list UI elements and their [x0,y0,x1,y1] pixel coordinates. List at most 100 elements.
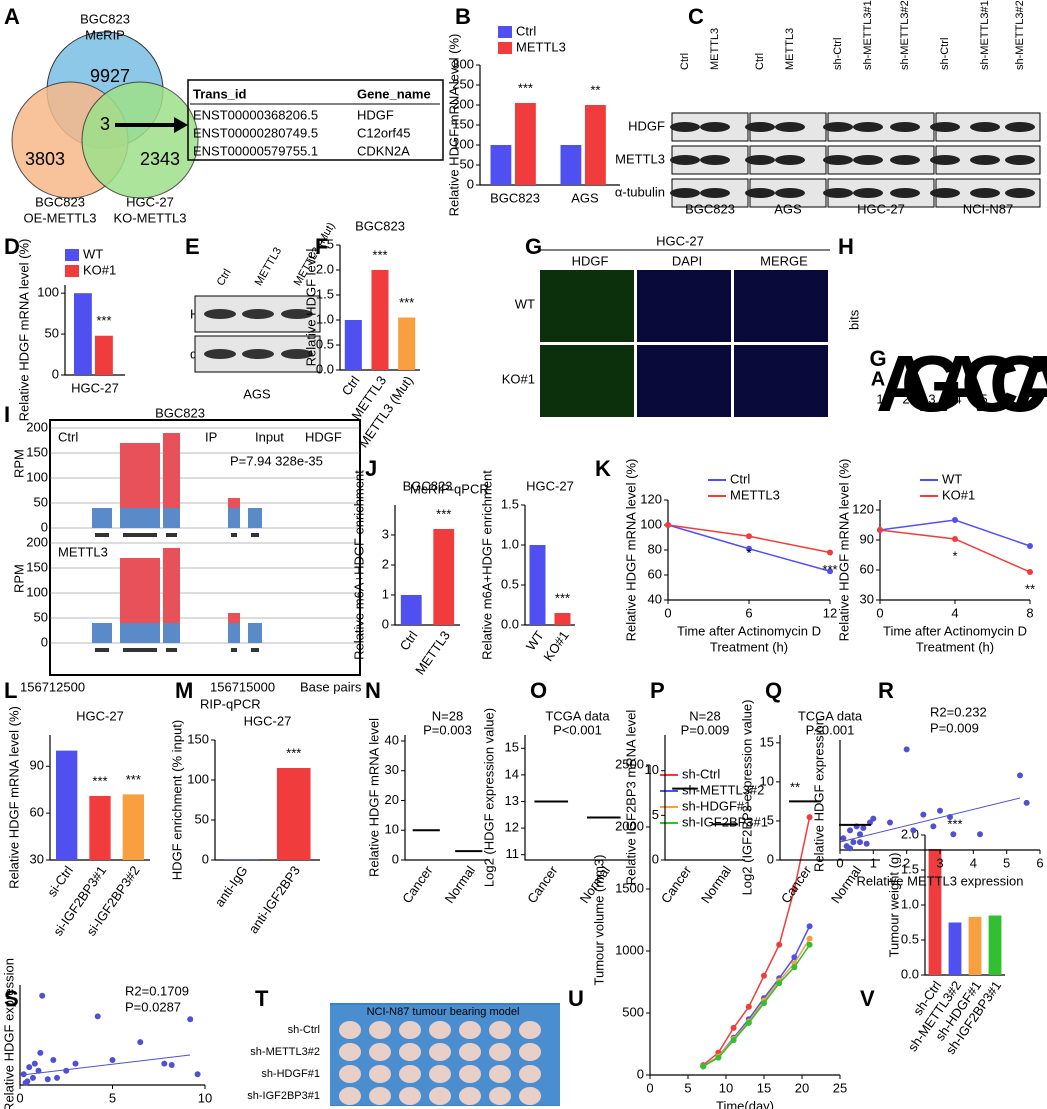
table-box [187,79,444,161]
exon [231,533,237,537]
y-tick-label: 0.5 [316,336,334,351]
input-signal [92,623,112,643]
band [775,155,805,165]
y-axis-label: Tumour volume (mm3) [591,855,606,986]
y-tick-label: 15 [760,734,774,749]
microscopy: HGC-27 HDGF DAPI MERGE WT KO#1 [502,233,830,417]
x-tick-label: HGC-27 [71,380,119,395]
y-tick-label: 150 [187,731,209,746]
tumour [369,1043,391,1061]
axis-label: RPM [11,564,26,593]
bar [928,849,942,975]
x-tick-label: Cancer [658,863,695,906]
bar [344,320,362,370]
point [44,1076,51,1083]
y-tick-label: 0 [767,851,774,866]
y-tick-label: 0 [382,616,389,631]
band [823,155,853,165]
panel-letter: G [525,234,542,259]
venn-label: BGC823 [80,11,130,26]
y-tick-label: 11 [506,846,520,861]
point [952,536,958,542]
line [702,944,811,1067]
input-signal [248,508,262,528]
venn: BGC823 MeRIP BGC823 OE-METTL3 HGC-27 KO-… [11,11,199,225]
x-tick-label: 6 [745,605,752,620]
exon [231,648,237,652]
lane-label: sh-Ctrl [832,38,844,70]
x-tick-label: 3 [936,855,943,870]
band [204,349,236,359]
lane-label: METTL3 [709,28,721,70]
x-tick-label: 5 [1003,855,1010,870]
row-label: α-tubulin [615,184,665,199]
y-tick-label: 60 [860,561,874,576]
point [746,545,752,552]
point [187,1016,194,1023]
tumour [399,1087,421,1105]
exon [166,533,177,537]
annotation: *** [518,80,533,95]
point [161,1060,168,1067]
table-cell: CDKN2A [357,143,410,158]
y-axis-label: Relative HDGF level [303,249,318,367]
panel-letter: N [365,678,381,703]
panel-letter: I [4,402,10,427]
annotation: *** [399,295,414,310]
chart-title: HGC-27 [76,708,124,723]
tumour [399,1021,421,1039]
point [665,522,671,528]
row-label: HDGF [628,118,665,133]
point [847,845,853,852]
ip-signal [163,548,180,643]
y-tick-label: 200 [452,96,474,111]
x-tick-label: anti-IGF2BP3 [246,863,303,936]
annotation: *** [436,506,451,521]
chart-title: TCGA data [545,708,610,723]
position-label: 5 [980,391,987,406]
tick-label: 50 [34,609,48,624]
venn-count: 3803 [25,149,65,169]
y-tick-label: 250 [452,76,474,91]
point [791,954,798,961]
x-tick-label: BGC823 [490,190,540,205]
row-label: METTL3 [615,151,665,166]
panel-letter: K [595,456,611,481]
tumour [429,1065,451,1083]
logo-letter: G [869,346,886,371]
point [745,1003,752,1010]
band [670,188,700,198]
point [857,839,863,846]
tumour [429,1021,451,1039]
logo-letter: A [876,339,934,428]
x-tick-label: Normal [698,863,734,906]
x-tick-label: 5 [109,1090,116,1105]
annotation: ** [590,82,600,97]
band [670,155,700,165]
annotation: *** [92,773,107,788]
logo-letter: C [961,339,1019,428]
y-tick-label: 1.5 [501,496,519,511]
table-cell: ENST00000579755.1 [193,143,318,158]
lane-label: sh-METTL3#2 [1014,0,1026,70]
annotation: P=0.0287 [125,999,181,1014]
panel-letter: O [530,678,547,703]
venn-label: BGC823 [35,194,85,209]
y-tick-label: 12 [505,820,519,835]
legend-label: WT [83,246,103,261]
tumour [339,1087,361,1105]
tumour [429,1043,451,1061]
tumour [339,1043,361,1061]
column-label: HDGF [572,253,609,268]
x-tick-label: Cancer [778,863,815,906]
position-label: 2 [902,391,909,406]
band [890,155,920,165]
column-label: MERGE [760,253,808,268]
point [761,972,767,979]
tumour [489,1021,511,1039]
panel-letter: A [4,4,20,29]
band [853,122,883,132]
y-axis-label: Relative HDGF mRNA level (%) [836,459,851,642]
panel-letter: Q [765,678,782,703]
y-tick-label: 1.0 [901,896,919,911]
